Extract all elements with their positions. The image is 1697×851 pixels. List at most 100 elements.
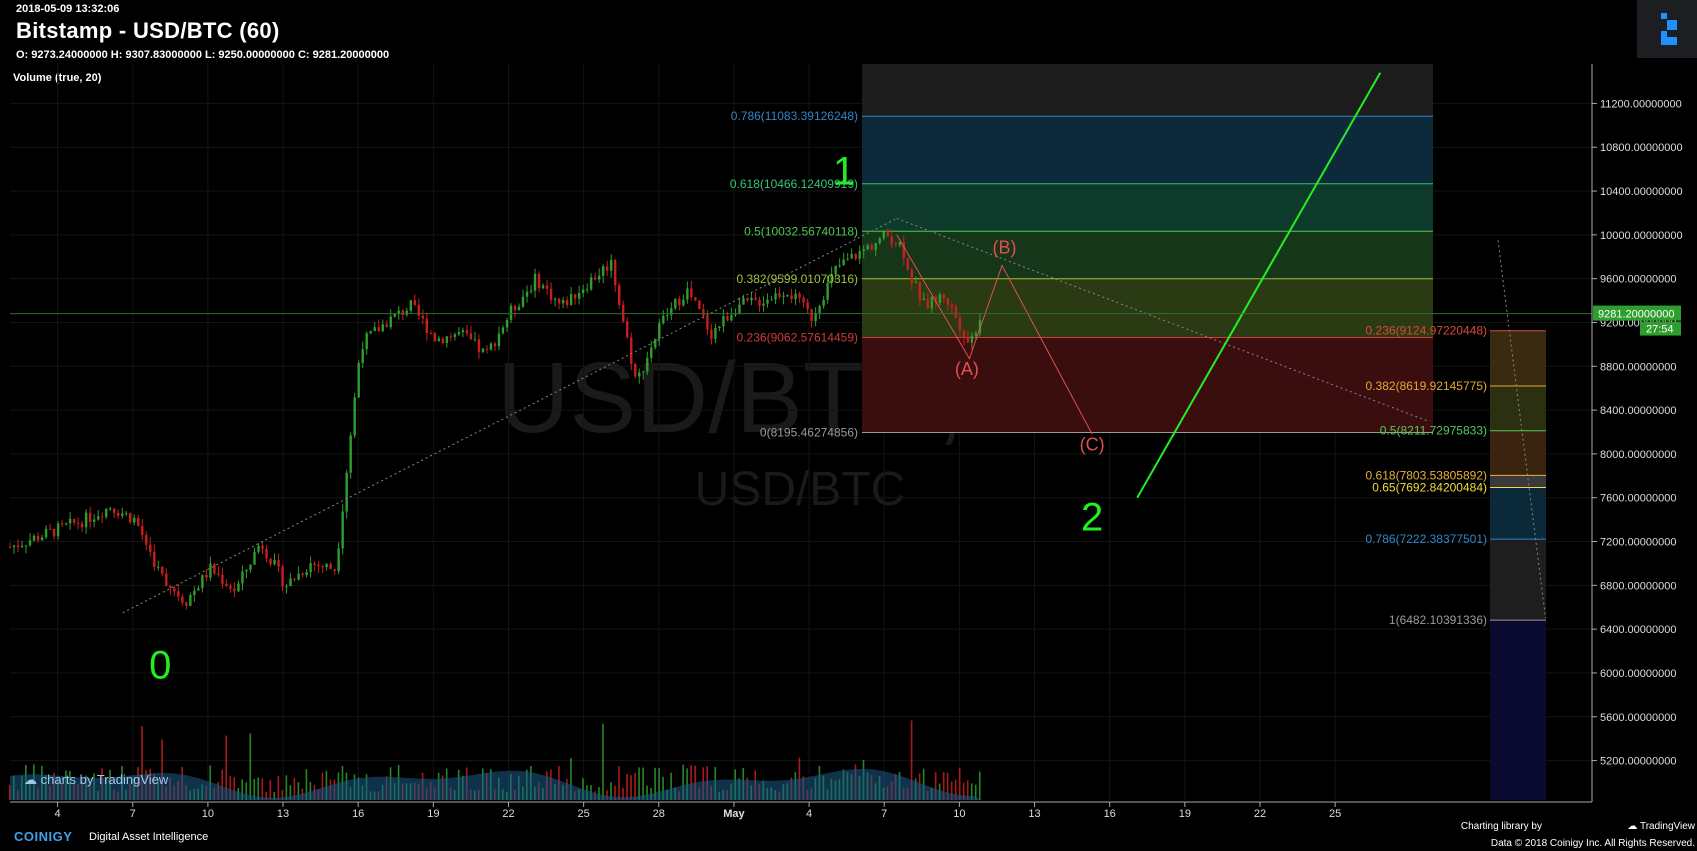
candle-body — [726, 316, 729, 321]
volume-bar — [922, 768, 925, 800]
x-tick-label: 16 — [1104, 808, 1116, 820]
candle-body — [353, 397, 356, 436]
x-tick-label: 7 — [881, 808, 887, 820]
candle-body — [229, 585, 232, 589]
candle-body — [137, 517, 140, 526]
candle-body — [974, 333, 978, 336]
volume-bar — [281, 790, 284, 800]
candle-body — [950, 304, 954, 307]
candle-body — [217, 573, 220, 575]
candle-body — [473, 339, 477, 341]
candle-body — [52, 528, 56, 537]
candle-body — [702, 309, 705, 317]
candle-body — [161, 566, 164, 574]
candle-body — [96, 516, 100, 520]
candle-body — [541, 285, 545, 289]
candle-body — [942, 294, 946, 299]
last-price-badge — [1593, 305, 1681, 321]
ext-level-label: 0.786(7222.38377501) — [1366, 532, 1487, 546]
volume-bar — [253, 779, 256, 800]
candle-body — [20, 546, 24, 548]
volume-bar — [241, 779, 244, 800]
candle-body — [918, 281, 922, 301]
candle-body — [866, 245, 869, 250]
watermark-sub: USD/BTC — [695, 463, 906, 516]
candle-body — [686, 288, 689, 300]
candle-body — [658, 323, 661, 339]
fib-zone — [862, 278, 1433, 338]
candle-body — [169, 585, 172, 588]
x-tick-label: 10 — [202, 808, 214, 820]
fib-zone — [862, 183, 1433, 232]
candle-body — [601, 266, 605, 276]
candle-body — [642, 371, 645, 373]
candle-body — [758, 299, 761, 306]
candle-body — [966, 337, 970, 343]
candle-body — [157, 566, 160, 568]
candle-body — [60, 523, 64, 525]
candle-body — [100, 516, 104, 518]
volume-bar — [910, 720, 913, 800]
candle-body — [573, 294, 577, 299]
countdown-badge — [1640, 321, 1681, 336]
candle-body — [129, 513, 132, 523]
ext-level-label: 0.618(7803.53805892) — [1366, 468, 1487, 482]
volume-bar — [285, 775, 288, 800]
candle-body — [465, 330, 469, 334]
abc-label: (B) — [992, 237, 1016, 257]
x-tick-label: 13 — [1028, 808, 1040, 820]
candle-body — [477, 339, 481, 353]
tradingview-badge[interactable]: ☁ charts by TradingView — [24, 772, 168, 788]
chart-timestamp: 2018-05-09 13:32:06 — [16, 3, 120, 15]
candle-body — [417, 304, 421, 316]
candle-body — [349, 435, 352, 473]
coinigy-logo[interactable] — [1637, 0, 1697, 58]
volume-bar — [305, 769, 308, 800]
candle-body — [44, 528, 48, 538]
coinigy-brand: COINIGY — [14, 829, 73, 844]
candle-body — [513, 305, 517, 310]
last-price-badge-text: 9281.20000000 — [1598, 309, 1674, 321]
candle-body — [910, 269, 913, 283]
candle-body — [277, 560, 280, 567]
candle-body — [505, 319, 509, 328]
y-tick-label: 6800.00000000 — [1600, 580, 1676, 592]
volume-bar — [273, 791, 276, 800]
ext-zone — [1490, 330, 1546, 387]
volume-bar — [658, 768, 660, 800]
fib-level-label: 0.382(9599.01070316) — [737, 272, 858, 286]
candle-body — [405, 310, 408, 315]
candle-body — [469, 333, 473, 340]
candle-body — [76, 522, 80, 524]
volume-bar — [682, 764, 684, 800]
candle-body — [930, 296, 934, 309]
x-tick-label: 13 — [277, 808, 289, 820]
brand-tagline: Digital Asset Intelligence — [89, 831, 209, 843]
candle-body — [970, 335, 974, 343]
volume-bar — [966, 780, 969, 800]
tradingview-credit[interactable]: ☁ TradingView — [1627, 821, 1695, 832]
candle-body — [409, 300, 412, 311]
candle-body — [165, 573, 168, 586]
candle-body — [437, 338, 441, 341]
candle-body — [133, 517, 136, 523]
candle-body — [834, 265, 837, 274]
candle-body — [694, 297, 697, 301]
volume-bar — [598, 787, 600, 800]
candle-body — [64, 523, 68, 525]
candle-body — [778, 293, 781, 297]
candle-body — [88, 512, 92, 522]
candle-body — [357, 363, 360, 398]
candle-body — [750, 297, 753, 301]
candle-body — [802, 297, 805, 303]
candle-body — [878, 238, 881, 244]
y-tick-label: 10000.00000000 — [1600, 230, 1683, 242]
candle-body — [858, 251, 861, 259]
candle-body — [173, 587, 176, 592]
ext-level-label: 0.382(8619.92145775) — [1366, 379, 1487, 393]
candle-body — [766, 299, 769, 304]
volume-bar — [958, 767, 961, 800]
candle-body — [481, 348, 485, 353]
candle-body — [305, 572, 308, 576]
